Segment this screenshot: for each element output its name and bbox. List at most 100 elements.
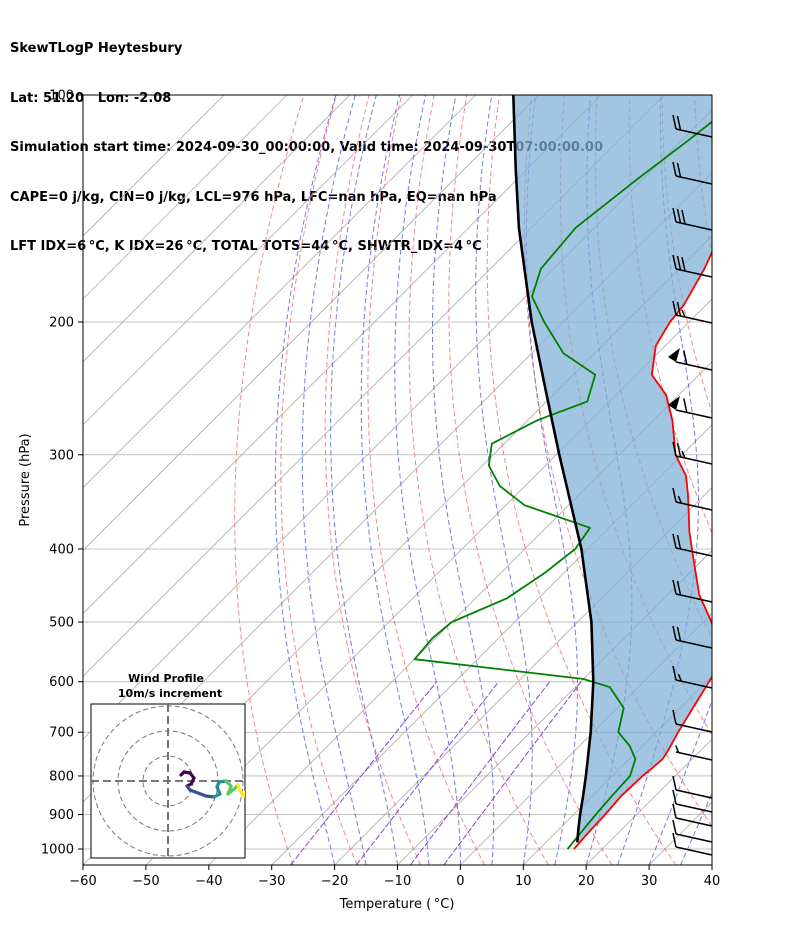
isotherm-line [83, 95, 539, 552]
indices-line: LFT IDX=6 °C, K IDX=26 °C, TOTAL TOTS=44… [10, 239, 482, 254]
barb-shaft [675, 846, 713, 856]
x-axis-label: Temperature ( °C) [339, 897, 455, 912]
y-tick-label: 300 [49, 448, 74, 463]
moist-adiabat [648, 698, 712, 865]
chart-header: SkewTLogP Heytesbury Lat: 51.20 Lon: -2.… [10, 8, 603, 272]
x-tick-label: −40 [195, 874, 222, 889]
x-axis-ticks: −60 −50 −40 −30 −20 −10 0 10 20 30 40 [69, 865, 720, 889]
wind-barb [672, 487, 713, 511]
mixing-ratio-line [443, 681, 582, 865]
dry-adiabat [727, 95, 794, 865]
moist-adiabat [617, 95, 699, 865]
barb-shaft [675, 723, 713, 733]
barb-shaft [675, 833, 713, 843]
dry-adiabat [760, 95, 794, 865]
barb-shaft [675, 221, 713, 231]
x-tick-label: 40 [704, 874, 721, 889]
barb-flag [672, 789, 677, 805]
barb-flag [675, 745, 680, 753]
wind-barb [672, 254, 713, 278]
barb-flag [681, 450, 686, 459]
location-line: Lat: 51.20 Lon: -2.08 [10, 90, 172, 106]
wind-barb [672, 625, 713, 649]
cape-fill [513, 95, 712, 843]
barb-flag [672, 665, 677, 681]
barb-flag [672, 819, 677, 835]
wind-barb [675, 745, 713, 761]
barb-shaft [675, 361, 713, 371]
y-tick-label: 400 [49, 542, 74, 557]
wind-barb [672, 300, 713, 324]
isotherm-line [83, 95, 225, 237]
x-tick-label: 30 [641, 874, 658, 889]
barb-shaft [675, 789, 713, 799]
wind-barb [672, 789, 713, 813]
dewpoint-line [413, 120, 712, 850]
barb-flag [672, 254, 677, 270]
y-tick-label: 800 [49, 769, 74, 784]
barb-flag [672, 207, 677, 223]
moist-adiabat [301, 95, 367, 865]
wind-barbs [668, 114, 713, 856]
barb-flag [676, 301, 682, 317]
wind-barb [672, 665, 713, 689]
y-tick-label: 900 [49, 808, 74, 823]
barb-shaft [675, 455, 713, 465]
barb-shaft [675, 803, 713, 813]
moist-adiabat [330, 95, 398, 865]
chart-title: SkewTLogP Heytesbury [10, 41, 183, 56]
barb-shaft [675, 501, 713, 511]
barb-shaft [675, 639, 713, 649]
x-tick-label: 20 [578, 874, 595, 889]
barb-flag [677, 673, 683, 682]
stability-line: CAPE=0 j/kg, CIN=0 j/kg, LCL=976 hPa, LF… [10, 189, 497, 205]
isotherm-line [397, 549, 712, 865]
barb-flag [676, 580, 682, 596]
y-tick-label: 600 [49, 675, 74, 690]
wind-barb [672, 207, 713, 231]
barb-flag [677, 495, 683, 504]
x-tick-label: −50 [132, 874, 159, 889]
y-tick-label: 1000 [41, 843, 74, 858]
barb-flag [676, 115, 682, 131]
moist-adiabat [432, 95, 495, 865]
barb-flag [672, 579, 677, 595]
barb-flag [672, 533, 677, 549]
barb-shaft [675, 679, 713, 689]
x-tick-label: −30 [258, 874, 285, 889]
wind-barb [668, 396, 713, 419]
x-tick-label: 10 [515, 874, 532, 889]
barb-flag [672, 775, 677, 791]
barb-flag [672, 832, 677, 848]
wind-barb [672, 819, 713, 843]
barb-shaft [675, 547, 713, 557]
barb-flag [676, 534, 682, 550]
barb-flag [672, 803, 677, 819]
wind-barb [672, 161, 713, 185]
y-tick-label: 700 [49, 726, 74, 741]
dry-adiabat [486, 95, 677, 865]
barb-flag [683, 350, 688, 365]
x-tick-label: −10 [384, 874, 411, 889]
barb-flag [681, 309, 686, 318]
barb-flag [681, 256, 686, 272]
barb-flag [676, 208, 682, 224]
wind-barb [672, 579, 713, 603]
moist-adiabat [711, 863, 712, 865]
isotherm-line [83, 95, 351, 363]
barb-flag [672, 441, 677, 457]
isotherm-line [145, 298, 712, 865]
barb-flag [683, 398, 688, 413]
barb-flag [672, 625, 677, 641]
mixing-ratio-line [409, 681, 550, 865]
dry-adiabat [280, 95, 358, 865]
wind-barb [672, 803, 713, 827]
moist-adiabat [360, 95, 430, 865]
wind-barb [672, 533, 713, 557]
cape-area [513, 95, 712, 843]
barb-flag [672, 487, 677, 503]
moist-adiabat [525, 95, 578, 865]
isotherm-line [460, 612, 712, 865]
barb-flag [676, 162, 682, 178]
